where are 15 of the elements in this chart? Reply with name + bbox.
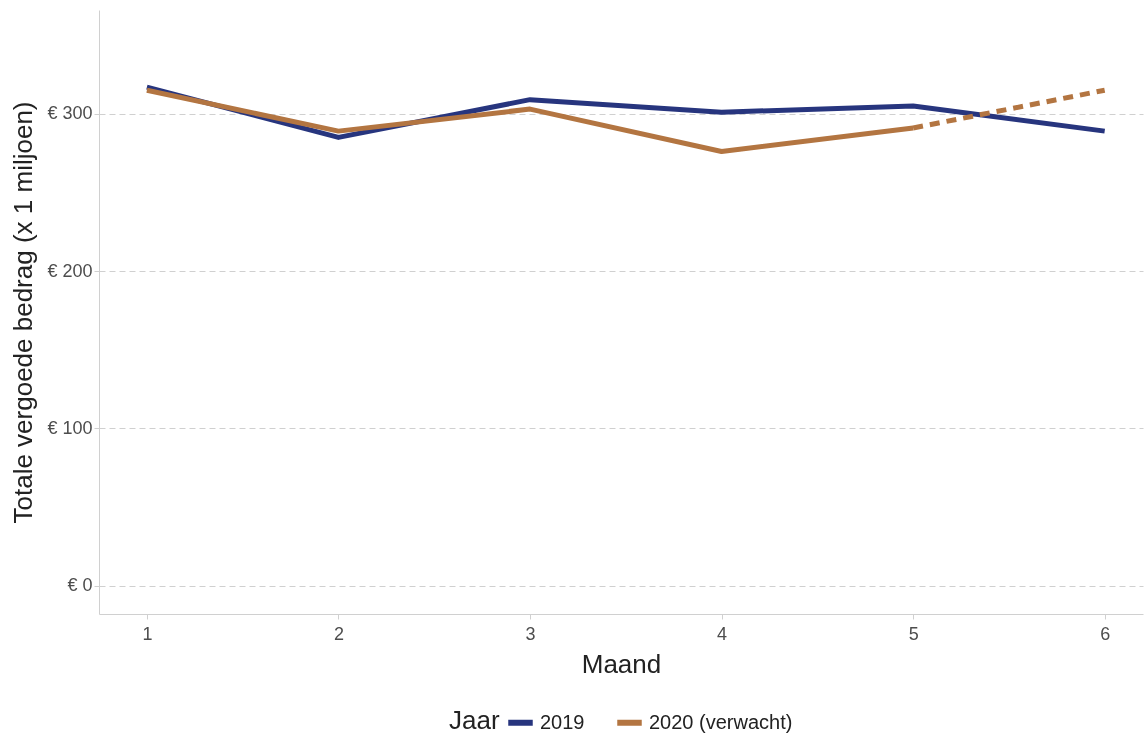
x-tick-label: 6 — [1100, 623, 1111, 644]
legend-title: Jaar — [449, 705, 500, 735]
x-axis-title: Maand — [581, 648, 662, 679]
x-tick-label: 1 — [142, 623, 153, 644]
x-tick-label: 4 — [717, 623, 728, 644]
x-tick-label: 2 — [333, 623, 344, 644]
x-tick-label: 5 — [908, 623, 919, 644]
y-tick-label: € 200 — [47, 260, 93, 281]
legend-label: 2020 (verwacht) — [649, 710, 793, 733]
y-tick-label: € 100 — [47, 417, 93, 438]
y-axis-title: Totale vergoede bedrag (x 1 miljoen) — [8, 101, 39, 524]
legend-label: 2019 — [540, 710, 585, 733]
x-tick-label: 3 — [525, 623, 536, 644]
y-tick-label: € 0 — [67, 575, 93, 596]
y-tick-label: € 300 — [47, 103, 93, 124]
